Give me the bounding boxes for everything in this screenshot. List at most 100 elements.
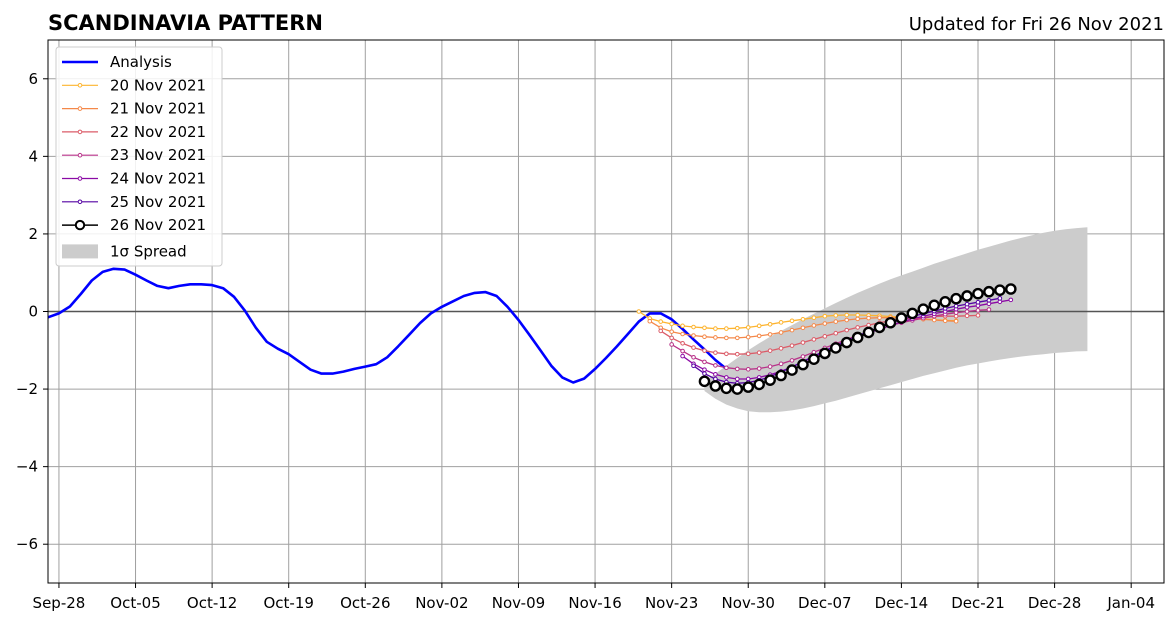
y-tick-label: 2	[28, 225, 38, 243]
forecast-point	[702, 348, 707, 353]
forecast-point	[895, 312, 908, 324]
forecast-point	[808, 353, 820, 366]
forecast-point	[950, 292, 962, 305]
forecast-point	[734, 351, 740, 357]
forecast-point	[724, 375, 729, 380]
forecast-point	[800, 325, 806, 331]
forecast-point	[855, 325, 860, 330]
legend-forecast-label: 21 Nov 2021	[110, 100, 206, 118]
forecast-point	[822, 334, 828, 339]
forecast-point	[775, 369, 787, 382]
forecast-point	[961, 290, 973, 302]
forecast-series	[698, 283, 1017, 395]
legend-forecast-label: 25 Nov 2021	[110, 193, 206, 211]
forecast-point	[745, 351, 751, 357]
forecast-point	[975, 299, 981, 305]
forecast-point	[767, 364, 773, 369]
forecast-point	[986, 297, 992, 303]
forecast-point	[844, 317, 850, 323]
legend-forecast-label: 22 Nov 2021	[110, 123, 206, 141]
legend-box	[55, 46, 223, 267]
forecast-point	[636, 309, 642, 314]
forecast-point	[745, 325, 751, 330]
forecast-point	[942, 318, 948, 324]
forecast-point	[866, 322, 871, 328]
forecast-point	[713, 335, 718, 340]
forecast-point	[789, 318, 795, 324]
forecast-point	[680, 323, 685, 329]
y-tick-label: 0	[28, 303, 38, 321]
legend-forecast-marker	[77, 152, 83, 158]
x-tick-label: Oct-26	[340, 594, 390, 612]
forecast-point	[691, 333, 696, 338]
forecast-point	[713, 363, 718, 368]
forecast-point	[720, 382, 733, 395]
forecast-point	[753, 378, 765, 391]
forecast-point	[767, 332, 773, 337]
forecast-point	[840, 336, 853, 349]
forecast-point	[829, 342, 842, 354]
forecast-point	[724, 326, 729, 331]
forecast-point	[742, 381, 755, 393]
forecast-point	[953, 303, 959, 309]
x-tick-label: Dec-14	[875, 594, 929, 612]
legend-forecast-marker	[77, 176, 83, 181]
legend-forecast-label: 24 Nov 2021	[110, 170, 206, 188]
forecast-point	[972, 287, 984, 300]
forecast-point	[778, 346, 784, 351]
forecast-point	[851, 331, 864, 344]
forecast-point	[855, 312, 860, 318]
forecast-point	[778, 320, 784, 325]
forecast-point	[764, 374, 776, 386]
forecast-point	[953, 318, 959, 324]
forecast-point	[702, 359, 707, 365]
forecast-point	[778, 361, 784, 367]
forecast-point	[691, 324, 696, 330]
forecast-point	[691, 354, 696, 360]
x-tick-label: Oct-19	[263, 594, 313, 612]
forecast-point	[724, 365, 729, 371]
x-axis-ticks: Sep-28 Oct-05 Oct-12 Oct-19 Oct-26 Nov-02 Nov-…	[33, 583, 1155, 612]
legend-analysis-label: Analysis	[110, 53, 172, 71]
forecast-point	[702, 371, 707, 376]
forecast-point	[800, 316, 806, 322]
legend-spread-swatch	[62, 244, 98, 259]
forecast-point	[734, 366, 740, 372]
forecast-point	[786, 364, 798, 376]
forecast-point	[797, 358, 809, 371]
forecast-point	[713, 350, 718, 355]
forecast-point	[873, 321, 886, 334]
forecast-point	[647, 318, 653, 324]
forecast-point	[680, 331, 685, 337]
forecast-point	[731, 383, 744, 395]
forecast-point	[822, 321, 828, 326]
forecast-point	[800, 354, 806, 359]
legend-spread-label: 1σ Spread	[110, 242, 187, 260]
forecast-point	[658, 328, 664, 334]
forecast-point	[939, 296, 951, 308]
x-tick-label: Nov-02	[415, 594, 468, 612]
forecast-point	[811, 323, 817, 328]
forecast-point	[862, 326, 875, 339]
forecast-point	[669, 342, 674, 347]
forecast-point	[734, 376, 740, 382]
legend-forecast-marker	[74, 219, 86, 231]
forecast-point	[658, 319, 664, 324]
forecast-point	[789, 327, 795, 333]
analysis-line	[47, 267, 728, 384]
y-tick-label: −4	[16, 458, 38, 476]
forecast-point	[994, 284, 1006, 296]
series-lines	[47, 267, 1017, 395]
forecast-point	[680, 341, 685, 346]
forecast-point	[745, 334, 751, 340]
forecast-point	[745, 366, 751, 372]
forecast-point	[669, 335, 674, 341]
forecast-point	[691, 363, 696, 369]
forecast-point	[917, 303, 930, 315]
legend-forecast-marker	[77, 129, 83, 135]
forecast-point	[767, 321, 773, 327]
forecast-point	[975, 313, 981, 318]
forecast-point	[822, 313, 828, 319]
legend-forecast-marker	[77, 83, 83, 88]
forecast-point	[756, 366, 762, 371]
